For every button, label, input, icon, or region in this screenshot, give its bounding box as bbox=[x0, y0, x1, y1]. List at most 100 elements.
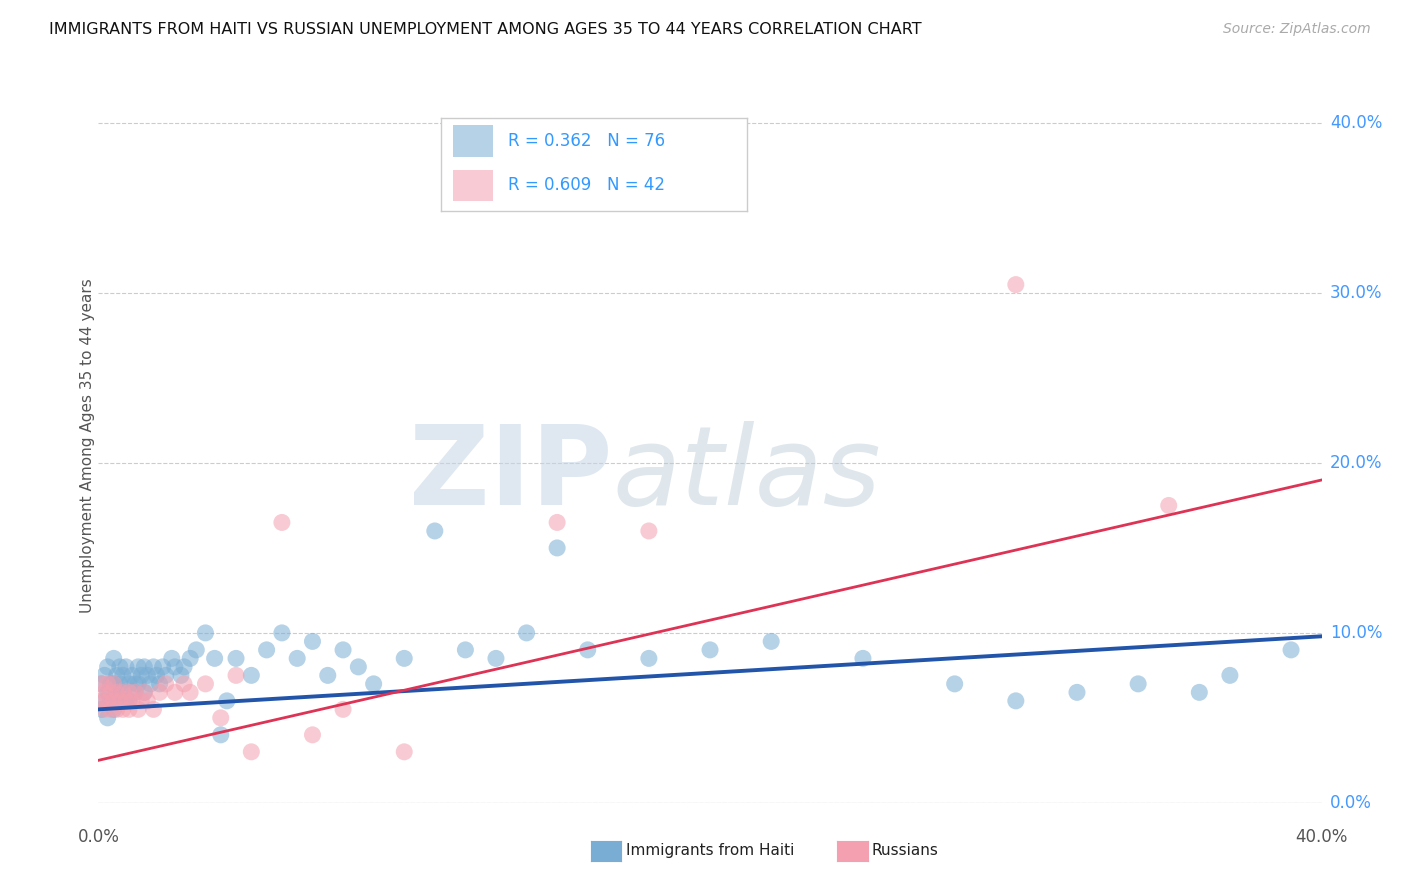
Point bbox=[100, 685, 122, 699]
Point bbox=[100, 702, 122, 716]
Point bbox=[108, 694, 131, 708]
Point bbox=[194, 626, 217, 640]
Point bbox=[103, 677, 125, 691]
Bar bbox=[453, 169, 494, 202]
Text: R = 0.609   N = 42: R = 0.609 N = 42 bbox=[508, 176, 665, 194]
Point bbox=[1066, 685, 1088, 699]
Point bbox=[163, 685, 186, 699]
Point bbox=[209, 728, 232, 742]
Point bbox=[103, 694, 125, 708]
Point bbox=[179, 651, 201, 665]
Point bbox=[124, 685, 146, 699]
Y-axis label: Unemployment Among Ages 35 to 44 years: Unemployment Among Ages 35 to 44 years bbox=[80, 278, 94, 614]
Text: 0.0%: 0.0% bbox=[77, 828, 120, 846]
Point bbox=[363, 677, 385, 691]
Point bbox=[173, 660, 195, 674]
Text: 40.0%: 40.0% bbox=[1295, 828, 1348, 846]
Point bbox=[454, 643, 477, 657]
Text: ZIP: ZIP bbox=[409, 421, 612, 528]
Point bbox=[103, 702, 125, 716]
Point bbox=[256, 643, 278, 657]
Point bbox=[139, 677, 162, 691]
Point bbox=[97, 677, 120, 691]
Point bbox=[121, 694, 143, 708]
Point bbox=[111, 668, 134, 682]
Point bbox=[103, 651, 125, 665]
Point bbox=[121, 668, 143, 682]
Point bbox=[852, 651, 875, 665]
Point bbox=[149, 677, 172, 691]
Point bbox=[170, 668, 193, 682]
Point bbox=[105, 685, 128, 699]
Point bbox=[134, 685, 156, 699]
Point bbox=[1128, 677, 1150, 691]
Point bbox=[111, 685, 134, 699]
Point bbox=[1004, 277, 1026, 292]
Text: 30.0%: 30.0% bbox=[1330, 284, 1382, 302]
Point bbox=[392, 651, 416, 665]
Point bbox=[111, 685, 134, 699]
Point bbox=[270, 626, 292, 640]
Point bbox=[118, 702, 141, 716]
Point bbox=[105, 685, 128, 699]
Point bbox=[155, 668, 177, 682]
Text: IMMIGRANTS FROM HAITI VS RUSSIAN UNEMPLOYMENT AMONG AGES 35 TO 44 YEARS CORRELAT: IMMIGRANTS FROM HAITI VS RUSSIAN UNEMPLO… bbox=[49, 22, 922, 37]
Point bbox=[240, 668, 263, 682]
Point bbox=[179, 685, 201, 699]
Point bbox=[115, 660, 138, 674]
Point bbox=[129, 668, 152, 682]
Point bbox=[105, 702, 128, 716]
Point bbox=[103, 677, 125, 691]
Point bbox=[124, 685, 146, 699]
Point bbox=[118, 694, 141, 708]
Point bbox=[100, 694, 122, 708]
Point bbox=[637, 524, 661, 538]
Point bbox=[759, 634, 782, 648]
Point bbox=[152, 660, 174, 674]
Point bbox=[186, 643, 208, 657]
Point bbox=[136, 668, 159, 682]
Point bbox=[301, 728, 323, 742]
Text: 10.0%: 10.0% bbox=[1330, 624, 1382, 642]
Point bbox=[136, 694, 159, 708]
Point bbox=[155, 677, 177, 691]
Point bbox=[93, 702, 115, 716]
Text: 20.0%: 20.0% bbox=[1330, 454, 1382, 472]
Point bbox=[127, 660, 149, 674]
Point bbox=[546, 541, 568, 555]
Point bbox=[97, 685, 120, 699]
Point bbox=[943, 677, 966, 691]
Point bbox=[699, 643, 721, 657]
Point bbox=[127, 677, 149, 691]
Point bbox=[108, 660, 131, 674]
Point bbox=[111, 702, 134, 716]
Point bbox=[90, 677, 112, 691]
Point bbox=[115, 694, 138, 708]
Point bbox=[576, 643, 599, 657]
Point bbox=[1219, 668, 1241, 682]
Point bbox=[392, 745, 416, 759]
Point bbox=[347, 660, 370, 674]
Point bbox=[332, 702, 354, 716]
Point bbox=[134, 660, 156, 674]
Point bbox=[124, 677, 146, 691]
Point bbox=[1188, 685, 1211, 699]
Point bbox=[285, 651, 308, 665]
Point bbox=[546, 516, 568, 530]
Text: 0.0%: 0.0% bbox=[1330, 794, 1372, 812]
Point bbox=[204, 651, 226, 665]
Point bbox=[93, 694, 115, 708]
Point bbox=[637, 651, 661, 665]
Point bbox=[100, 677, 122, 691]
Point bbox=[97, 660, 120, 674]
Point bbox=[301, 634, 323, 648]
Text: Source: ZipAtlas.com: Source: ZipAtlas.com bbox=[1223, 22, 1371, 37]
Point bbox=[127, 702, 149, 716]
Point bbox=[149, 685, 172, 699]
Point bbox=[423, 524, 446, 538]
Text: Immigrants from Haiti: Immigrants from Haiti bbox=[626, 844, 794, 858]
Point bbox=[145, 668, 167, 682]
Point bbox=[225, 651, 247, 665]
Point bbox=[1004, 694, 1026, 708]
Text: R = 0.362   N = 76: R = 0.362 N = 76 bbox=[508, 132, 665, 150]
